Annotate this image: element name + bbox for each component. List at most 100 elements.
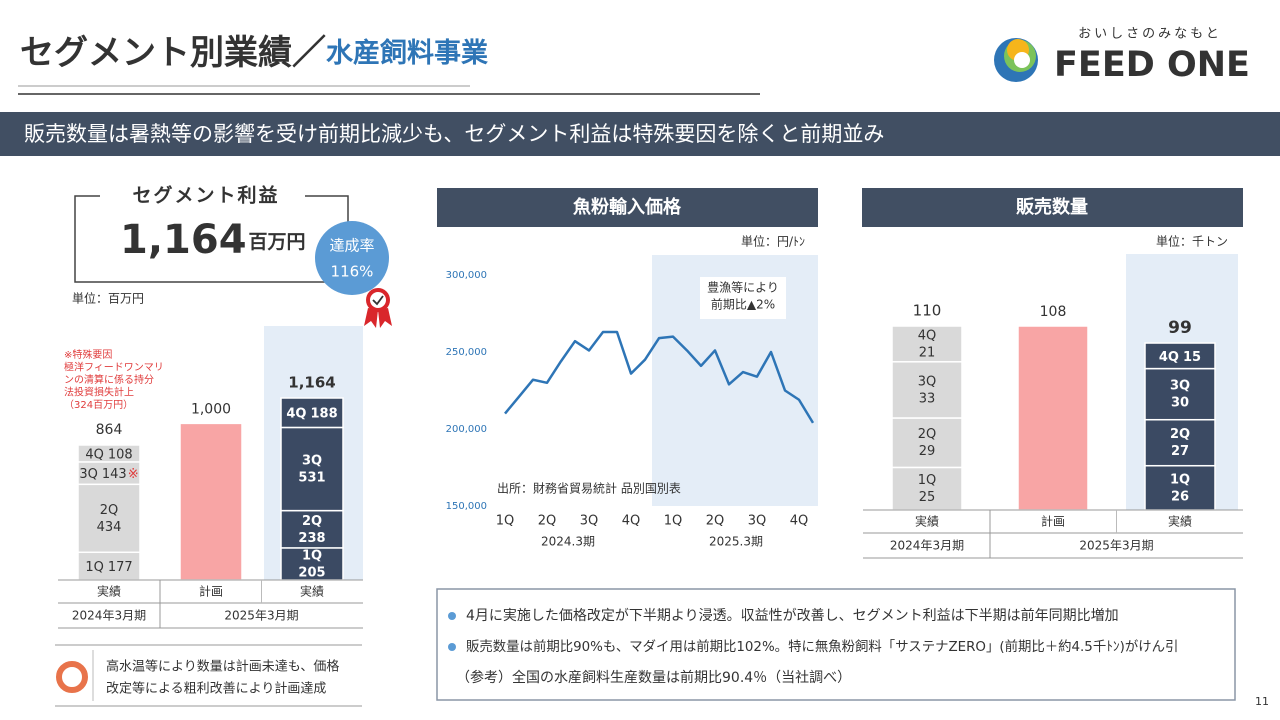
- segment-name: 4Q: [85, 447, 104, 462]
- chart-title-box: [862, 188, 1243, 227]
- annotation: 豊漁等により: [707, 281, 779, 295]
- segment-name: 4Q: [286, 406, 306, 421]
- segment-value: 188: [310, 406, 337, 421]
- segment-value: 26: [1171, 489, 1189, 504]
- segment-name: 1Q: [85, 560, 104, 575]
- unit-label: 単位：円/ﾄﾝ: [741, 234, 805, 249]
- title-main: セグメント別業績／: [20, 33, 326, 73]
- annotation: 前期比▲2%: [711, 297, 775, 312]
- segment-value: 21: [919, 345, 936, 360]
- banner-text: 販売数量は暑熱等の影響を受け前期比減少も、セグメント利益は特殊要因を除くと前期並…: [24, 122, 884, 146]
- segment-label: 4Q 108: [85, 447, 132, 462]
- bar-segment: [280, 426, 344, 512]
- segment-value: 25: [919, 490, 936, 505]
- x-tick-label: 実績: [97, 584, 121, 599]
- logo-text: FEED ONE: [1054, 45, 1250, 85]
- total-label: 99: [1168, 318, 1192, 338]
- bar-segment: [1144, 418, 1216, 467]
- bullet-text: 販売数量は前期比90%も、マダイ用は前期比102%。特に無魚粉飼料「サステナZE…: [466, 638, 1178, 655]
- bar-value-label: 108: [1040, 304, 1067, 320]
- badge-label: 達成率: [329, 237, 374, 255]
- segment-value: 108: [108, 447, 133, 462]
- segment-label: 4Q 15: [1159, 349, 1201, 364]
- segment-name: 3Q: [918, 374, 937, 389]
- annotation: 極洋フィードワンマリ: [64, 361, 164, 374]
- bar-segment: [1017, 325, 1089, 511]
- title: セグメント別業績／水産飼料事業: [20, 33, 488, 73]
- bar-segment: [280, 509, 344, 549]
- x-tick-label: 計画: [1041, 514, 1065, 529]
- x-tick-label: 3Q: [580, 514, 599, 529]
- segment-label: 1Q 177: [85, 560, 132, 575]
- x-tick-label: 実績: [915, 514, 939, 529]
- bullet-box: [436, 588, 1236, 701]
- group-label: 2025.3期: [709, 535, 763, 549]
- segment-value: 30: [1171, 396, 1189, 411]
- x-tick-label: 計画: [199, 584, 223, 599]
- badge-value: 116%: [331, 263, 374, 281]
- annotation-box: [700, 277, 786, 319]
- y-tick-label: 150,000: [446, 501, 487, 512]
- bar-segment: [891, 417, 963, 469]
- chart-title-box: [437, 188, 818, 227]
- price-line: [504, 330, 815, 424]
- note-icon: [56, 661, 88, 693]
- group-label: 2025年3月期: [1079, 539, 1153, 553]
- segment-value: 531: [298, 471, 325, 486]
- segment-name: 1Q: [1170, 472, 1190, 487]
- source-note: 出所：財務省貿易統計 品別国別表: [497, 481, 681, 496]
- unit-label: 単位：千トン: [1156, 234, 1228, 249]
- bar-segment: [77, 444, 141, 463]
- annotation: 法投資損失計上: [64, 386, 134, 399]
- bar-segment: [891, 466, 963, 511]
- note-text: 高水温等により数量は計画未達も、価格: [106, 659, 339, 675]
- bar-segment: [280, 397, 344, 429]
- segment-name: 2Q: [100, 503, 119, 518]
- bullet: [448, 643, 456, 651]
- segment-value: 27: [1171, 444, 1189, 459]
- x-tick-label: 4Q: [622, 514, 641, 529]
- logo-icon: [994, 38, 1038, 82]
- chart-title: 魚粉輸入価格: [573, 196, 682, 218]
- chart-title: 販売数量: [1016, 196, 1088, 218]
- bar-segment: [891, 325, 963, 363]
- bar-segment: [179, 422, 243, 581]
- segment-name: 2Q: [302, 514, 322, 529]
- segment-value: 15: [1183, 349, 1201, 364]
- segment-label: 4Q 188: [286, 406, 337, 421]
- annotation: ンの清算に係る持分: [64, 373, 154, 386]
- segment-name: 3Q: [79, 467, 98, 482]
- segment-value: 29: [919, 444, 936, 459]
- x-tick-label: 実績: [300, 584, 324, 599]
- annotation: （324百万円）: [64, 399, 133, 411]
- medal-center: [370, 292, 386, 308]
- bullet-text: 4月に実施した価格改定が下半期より浸透。収益性が改善し、セグメント利益は下半期は…: [466, 607, 1119, 624]
- y-tick-label: 250,000: [446, 347, 487, 358]
- segment-name: 4Q: [1159, 349, 1179, 364]
- medal-check: [372, 295, 384, 306]
- bar-segment: [1144, 464, 1216, 511]
- medal-icon: [364, 288, 392, 328]
- segment-value: 177: [108, 560, 133, 575]
- profit-unit: 百万円: [249, 231, 306, 253]
- medal-ribbon: [364, 308, 392, 328]
- bar-segment: [77, 483, 141, 554]
- x-tick-label: 実績: [1168, 514, 1192, 529]
- note-text: 改定等による粗利改善により計画達成: [106, 681, 326, 697]
- segment-value: 33: [919, 391, 936, 406]
- segment-name: 1Q: [918, 473, 937, 488]
- segment-name: 1Q: [302, 548, 322, 563]
- segment-name: 3Q: [1170, 379, 1190, 394]
- logo-circle: [1014, 52, 1030, 68]
- segment-name: 2Q: [918, 427, 937, 442]
- x-tick-label: 1Q: [496, 514, 515, 529]
- tagline: おいしさのみなもと: [1078, 27, 1222, 42]
- total-label: 864: [96, 422, 123, 438]
- profit-box: [74, 195, 349, 283]
- bar-value-label: 1,000: [191, 401, 231, 417]
- profit-number: 1,164: [120, 217, 247, 263]
- group-label: 2025年3月期: [224, 609, 298, 623]
- segment-value: 143: [102, 467, 127, 482]
